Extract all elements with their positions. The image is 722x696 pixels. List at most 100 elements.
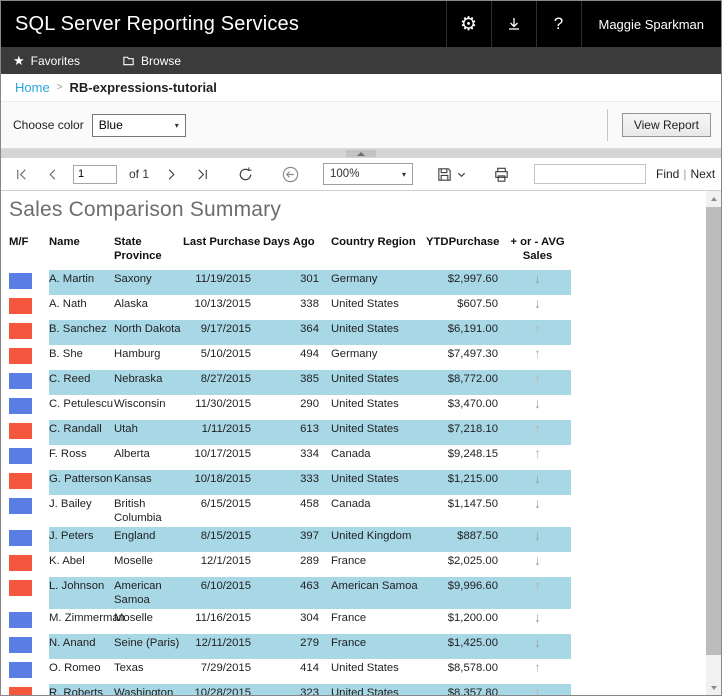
- browse-tab[interactable]: Browse: [110, 47, 193, 74]
- cell-country: United States: [323, 320, 426, 345]
- page-number-input[interactable]: [73, 164, 117, 184]
- chevron-down-icon: ▾: [174, 120, 179, 130]
- trend-up-icon: ↑: [534, 320, 541, 336]
- trend-down-icon: ↓: [534, 295, 541, 311]
- cell-days_ago: 458: [300, 498, 319, 510]
- find-text-input[interactable]: [534, 164, 647, 184]
- cell-last_purchase: 1/11/2015: [183, 420, 263, 445]
- choose-color-select[interactable]: Blue ▾: [91, 113, 186, 137]
- cell-country: United Kingdom: [323, 527, 426, 552]
- cell-mf: [9, 577, 49, 609]
- find-link[interactable]: Find: [656, 167, 680, 181]
- gender-color-swatch: [9, 580, 32, 596]
- cell-last_purchase: 12/1/2015: [200, 555, 251, 567]
- breadcrumb-home-link[interactable]: Home: [15, 80, 50, 95]
- scrollbar-thumb[interactable]: [706, 207, 721, 655]
- header-actions: ⚙ ? Maggie Sparkman: [445, 1, 722, 47]
- cell-trend: ↑: [504, 420, 571, 445]
- trend-up-icon: ↑: [534, 370, 541, 386]
- column-header: + or - AVG Sales: [510, 236, 565, 262]
- cell-country: France: [323, 634, 426, 659]
- cell-country: United States: [331, 298, 399, 310]
- first-page-icon: [17, 168, 26, 180]
- refresh-button[interactable]: [233, 165, 258, 184]
- cell-days_ago: 414: [300, 662, 319, 674]
- previous-page-button[interactable]: [42, 167, 63, 182]
- favorites-tab[interactable]: ★ Favorites: [1, 47, 92, 74]
- cell-ytd: $9,248.15: [447, 448, 498, 460]
- trend-down-icon: ↓: [534, 609, 541, 625]
- cell-country: Canada: [331, 498, 371, 510]
- find-group: Find | Next: [524, 158, 721, 190]
- export-button[interactable]: [433, 166, 469, 183]
- app-header: SQL Server Reporting Services ⚙ ? Maggie…: [1, 1, 721, 47]
- cell-state: Alaska: [114, 298, 148, 310]
- cell-state: American Samoa: [114, 577, 183, 609]
- app-title: SQL Server Reporting Services: [15, 12, 300, 35]
- cell-trend: ↓: [504, 634, 571, 659]
- scrollbar-down-button[interactable]: [706, 680, 721, 695]
- cell-country: France: [331, 612, 367, 624]
- report-canvas: Sales Comparison Summary M/F Name State Pr…: [1, 191, 706, 695]
- view-report-button[interactable]: View Report: [621, 113, 711, 137]
- choose-color-label: Choose color: [13, 118, 84, 132]
- cell-country: Germany: [323, 270, 426, 295]
- user-menu[interactable]: Maggie Sparkman: [580, 1, 722, 47]
- next-link[interactable]: Next: [690, 167, 716, 181]
- column-header: YTDPurchase: [426, 236, 500, 248]
- refresh-group: [223, 158, 268, 190]
- cell-trend: ↓: [504, 552, 571, 577]
- next-page-button[interactable]: [161, 167, 182, 182]
- print-button[interactable]: [489, 165, 514, 184]
- cell-ytd: $3,470.00: [447, 398, 498, 410]
- cell-last_purchase: 12/11/2015: [183, 634, 263, 659]
- cell-days_ago: 304: [300, 612, 319, 624]
- trend-down-icon: ↓: [534, 634, 541, 650]
- help-button[interactable]: ?: [535, 1, 581, 47]
- cell-trend: ↑: [504, 684, 571, 695]
- gender-color-swatch: [9, 530, 32, 546]
- zoom-select[interactable]: 100% ▾: [323, 163, 414, 185]
- gender-color-swatch: [9, 637, 32, 653]
- report-table-body: A. Martin Saxony 11/19/2015 301 Germany $2,99…: [9, 270, 571, 695]
- trend-down-icon: ↓: [534, 495, 541, 511]
- cell-last_purchase: 6/15/2015: [200, 498, 251, 510]
- choose-color-value: Blue: [98, 118, 123, 132]
- cell-state: Wisconsin: [114, 398, 166, 410]
- cell-trend: ↓: [504, 295, 571, 320]
- gender-color-swatch: [9, 448, 32, 464]
- cell-name: A. Nath: [49, 298, 87, 310]
- cell-last_purchase: 10/18/2015: [183, 470, 263, 495]
- cell-days_ago: 338: [300, 298, 319, 310]
- folder-icon: [123, 56, 134, 66]
- cell-state: North Dakota: [114, 320, 183, 345]
- cell-mf: [9, 345, 49, 370]
- first-page-button[interactable]: [11, 167, 32, 182]
- back-to-parent-button[interactable]: [278, 165, 303, 184]
- breadcrumb-separator: >: [56, 82, 63, 93]
- cell-mf: [9, 295, 49, 320]
- scrollbar-up-button[interactable]: [706, 191, 721, 206]
- download-button[interactable]: [490, 1, 536, 47]
- report-scrollbar: [706, 191, 721, 695]
- cell-name: R. Roberts: [49, 684, 114, 695]
- table-row: O. Romeo Texas 7/29/2015 414 United States $8…: [9, 659, 571, 684]
- collapse-parameters-handle[interactable]: [346, 150, 376, 157]
- gender-color-swatch: [9, 473, 32, 489]
- cell-days_ago: 385: [263, 370, 323, 395]
- last-page-button[interactable]: [192, 167, 213, 182]
- report-title: Sales Comparison Summary: [9, 198, 282, 221]
- cell-name: L. Johnson: [49, 577, 114, 609]
- cell-last_purchase: 8/15/2015: [183, 527, 263, 552]
- cell-ytd: $8,772.00: [426, 370, 504, 395]
- settings-button[interactable]: ⚙: [445, 1, 491, 47]
- portal-navbar: ★ Favorites Browse: [1, 47, 721, 74]
- previous-page-icon: [49, 168, 56, 180]
- cell-state: Nebraska: [114, 370, 183, 395]
- breadcrumb: Home > RB-expressions-tutorial: [1, 74, 721, 101]
- cell-trend: ↑: [504, 659, 571, 684]
- table-row: C. Randall Utah 1/11/2015 613 United States $…: [9, 420, 571, 445]
- column-header: M/F: [9, 236, 29, 248]
- cell-days_ago: 613: [263, 420, 323, 445]
- cell-trend: ↑: [504, 577, 571, 609]
